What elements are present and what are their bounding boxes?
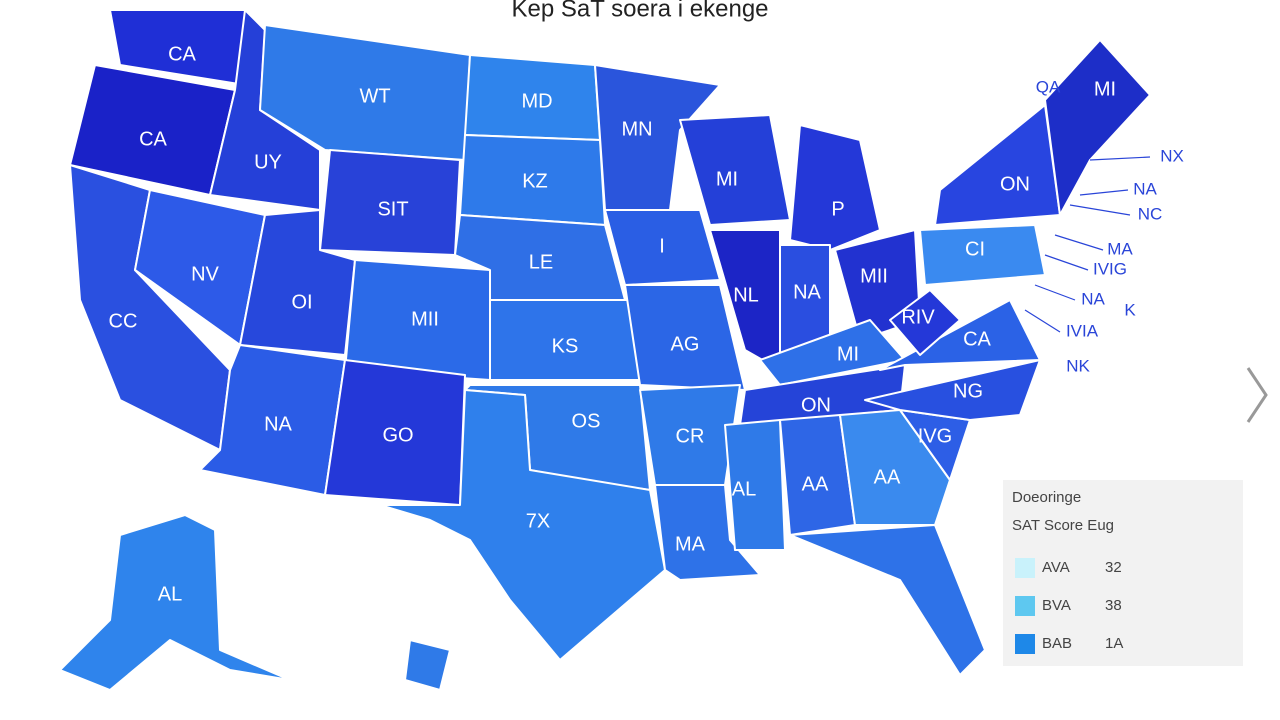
state bbox=[679, 114, 791, 226]
legend-swatch bbox=[1015, 634, 1035, 654]
state-label: OS bbox=[572, 410, 601, 432]
state bbox=[724, 419, 786, 551]
legend-swatch bbox=[1015, 596, 1035, 616]
legend-label: AVA bbox=[1042, 559, 1070, 576]
state-label: CA bbox=[139, 128, 167, 150]
callouts: QA NX NA NC MA IVIG NA K IVIA NK bbox=[1024, 77, 1184, 375]
leader-line bbox=[1044, 254, 1089, 271]
state-label: KZ bbox=[522, 170, 548, 192]
state-label: NV bbox=[191, 263, 219, 285]
legend-subtitle: SAT Score Eug bbox=[1012, 517, 1114, 534]
state-label: IVG bbox=[918, 425, 952, 447]
callout-label: K bbox=[1124, 300, 1136, 319]
callout-label: NA bbox=[1081, 289, 1105, 308]
state-label: MD bbox=[521, 90, 552, 112]
state-label: NL bbox=[733, 284, 759, 306]
state-label: MII bbox=[860, 265, 888, 287]
leader-line bbox=[1054, 234, 1104, 251]
callout-label: MA bbox=[1107, 239, 1133, 258]
state bbox=[839, 409, 951, 526]
callout-label: NA bbox=[1133, 179, 1157, 198]
state-label: GO bbox=[382, 424, 413, 446]
state-label: UY bbox=[254, 151, 282, 173]
state bbox=[789, 524, 986, 676]
state bbox=[934, 104, 1061, 226]
state-label: AG bbox=[671, 333, 700, 355]
state-label: CA bbox=[963, 328, 991, 350]
state-label: RIV bbox=[901, 306, 935, 328]
state-label: AL bbox=[732, 478, 756, 500]
state bbox=[789, 124, 881, 251]
state-label: MA bbox=[675, 533, 706, 555]
state-label: 7X bbox=[526, 510, 550, 532]
state bbox=[604, 209, 721, 286]
state-label: MII bbox=[411, 308, 439, 330]
leader-line bbox=[1034, 284, 1076, 301]
state-label: MI bbox=[716, 168, 738, 190]
state-label: NA bbox=[793, 281, 821, 303]
state-label: CC bbox=[109, 310, 138, 332]
state bbox=[654, 484, 761, 581]
leader-line bbox=[1079, 189, 1129, 196]
state-label: ON bbox=[801, 394, 831, 416]
state-label: SIT bbox=[377, 198, 408, 220]
state-label: ON bbox=[1000, 173, 1030, 195]
state bbox=[379, 389, 666, 661]
state-label: LE bbox=[529, 251, 553, 273]
state-label: I bbox=[659, 235, 665, 257]
state-label: AL bbox=[158, 583, 182, 605]
state bbox=[59, 514, 291, 691]
callout-label: IVIG bbox=[1093, 259, 1127, 278]
state-label: CI bbox=[965, 238, 985, 260]
legend-title: Doeoringe bbox=[1012, 489, 1081, 506]
state-label: MI bbox=[837, 343, 859, 365]
state bbox=[919, 224, 1046, 286]
callout-label: NK bbox=[1066, 356, 1090, 375]
state-label: MI bbox=[1094, 78, 1116, 100]
state-labels: CA CA CC NV UY WT SIT OI MII NA GO MD KZ… bbox=[109, 43, 1117, 605]
state bbox=[404, 639, 451, 691]
legend-value: 32 bbox=[1105, 559, 1122, 576]
state-label: CR bbox=[676, 425, 705, 447]
state-label: CA bbox=[168, 43, 196, 65]
state bbox=[594, 64, 721, 211]
state-label: WT bbox=[359, 85, 390, 107]
leader-line bbox=[1089, 156, 1151, 161]
callout-label: NC bbox=[1138, 204, 1163, 223]
legend-swatch bbox=[1015, 558, 1035, 578]
legend: Doeoringe SAT Score Eug AVA 32 BVA 38 BA… bbox=[1003, 480, 1243, 666]
state-label: KS bbox=[552, 335, 579, 357]
state-label: NG bbox=[953, 380, 983, 402]
next-arrow[interactable] bbox=[1246, 367, 1268, 423]
state-label: NA bbox=[264, 413, 292, 435]
map-title: Kep SaT soera i ekenge bbox=[511, 0, 768, 22]
states bbox=[59, 9, 1151, 691]
state-label: OI bbox=[291, 291, 312, 313]
state bbox=[889, 289, 961, 356]
state bbox=[1044, 39, 1151, 216]
leader-line bbox=[1069, 204, 1131, 216]
callout-label: NX bbox=[1160, 146, 1184, 165]
legend-box bbox=[1003, 480, 1243, 666]
callout-label: IVIA bbox=[1066, 321, 1099, 340]
legend-value: 1A bbox=[1105, 635, 1123, 652]
legend-label: BAB bbox=[1042, 635, 1072, 652]
legend-value: 38 bbox=[1105, 597, 1122, 614]
state-label: AA bbox=[802, 473, 829, 495]
legend-label: BVA bbox=[1042, 597, 1071, 614]
state bbox=[864, 359, 1041, 421]
leader-line bbox=[1024, 309, 1061, 333]
state-label: P bbox=[831, 198, 844, 220]
state-label: MN bbox=[621, 118, 652, 140]
callout-label: QA bbox=[1036, 77, 1061, 96]
state-label: AA bbox=[874, 466, 901, 488]
